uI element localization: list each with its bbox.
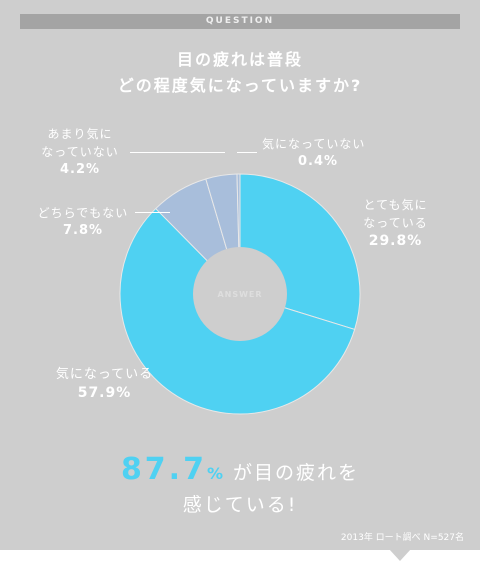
label-somewhat-pct: 57.9% <box>77 385 132 401</box>
question-title-line1: 目の疲れは普段 <box>176 50 303 69</box>
label-very-line1: とても気に <box>363 198 428 212</box>
summary-line2: 感じている! <box>182 494 298 516</box>
label-very-line2: なっている <box>363 216 428 230</box>
leader-line-notatall <box>237 152 257 153</box>
summary-percent: % <box>206 464 225 483</box>
label-somewhat-line1: 気になっている <box>55 367 154 382</box>
summary-number: 87.7 <box>120 452 207 487</box>
label-neither-pct: 7.8% <box>62 223 104 238</box>
question-title-line2: どの程度気になっていますか? <box>117 76 363 95</box>
label-not-much-line2: なっていない <box>41 145 119 159</box>
speech-pointer <box>389 549 411 561</box>
leader-line-neither <box>135 212 170 213</box>
source-note: 2013年 ロート調べ N=527名 <box>340 533 464 543</box>
donut-chart: ANSWER <box>119 173 361 415</box>
label-not-much: あまり気に なっていない 4.2% <box>35 125 125 179</box>
label-not-at-all: 気になっていない 0.4% <box>262 135 365 171</box>
label-very-pct: 29.8% <box>368 233 423 249</box>
label-neither: どちらでもない 7.8% <box>33 204 133 240</box>
label-not-much-pct: 4.2% <box>59 162 101 177</box>
label-somewhat: 気になっている 57.9% <box>42 366 167 402</box>
summary-line1: 87.7% が目の疲れを <box>0 452 480 487</box>
center-label: ANSWER <box>217 290 262 299</box>
label-not-at-all-line1: 気になっていない <box>262 137 366 151</box>
label-very: とても気に なっている 29.8% <box>348 196 443 250</box>
summary-text1: が目の疲れを <box>233 462 360 484</box>
label-neither-line1: どちらでもない <box>37 206 129 220</box>
leader-line-notmuch <box>130 152 225 153</box>
donut-hole <box>193 247 287 341</box>
label-not-much-line1: あまり気に <box>47 127 113 141</box>
question-bar: QUESTION <box>20 14 460 29</box>
label-not-at-all-pct: 0.4% <box>298 154 339 169</box>
